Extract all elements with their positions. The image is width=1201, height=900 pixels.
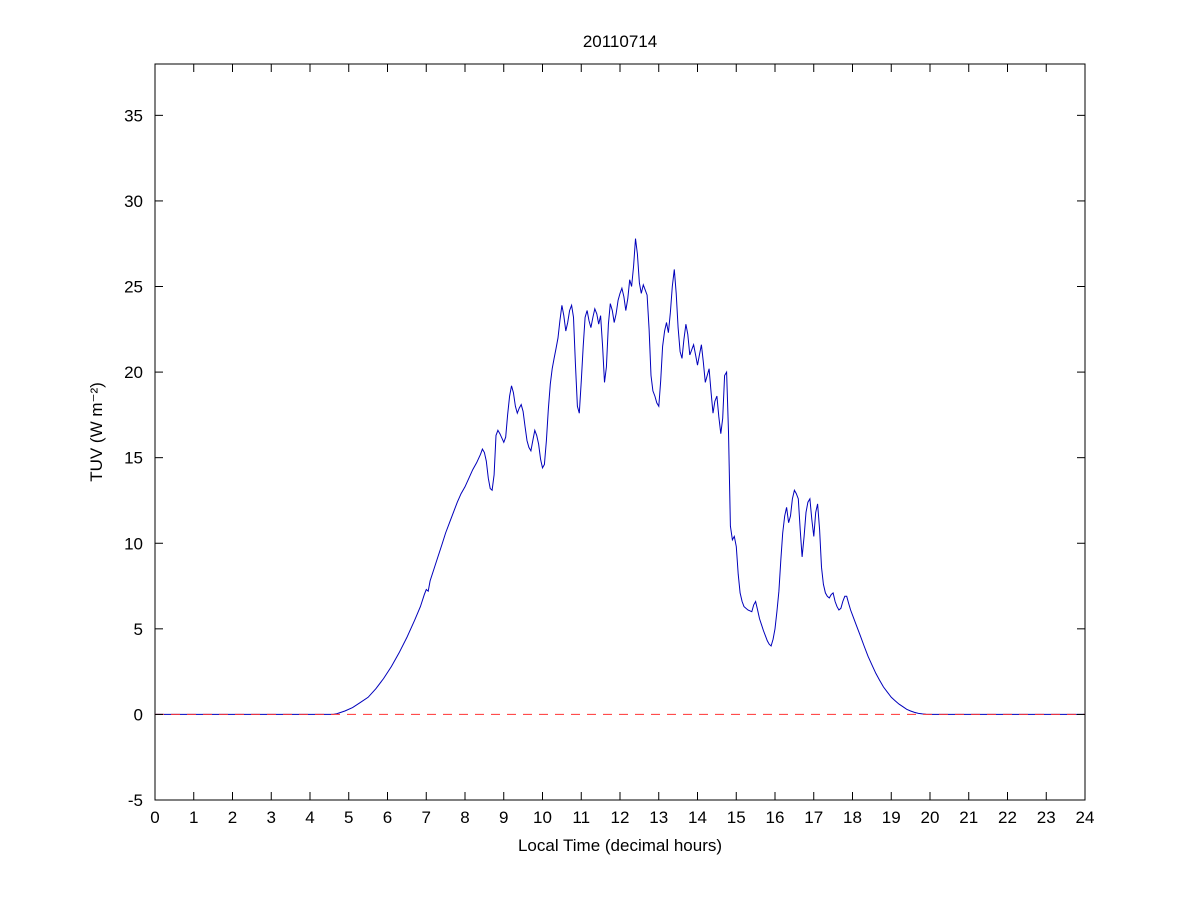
x-tick-label: 19 <box>882 808 901 827</box>
y-tick-label: 25 <box>124 278 143 297</box>
y-tick-label: -5 <box>128 791 143 810</box>
x-tick-label: 12 <box>611 808 630 827</box>
x-tick-label: 23 <box>1037 808 1056 827</box>
y-axis-label: TUV (W m⁻²) <box>87 382 106 482</box>
x-tick-label: 17 <box>804 808 823 827</box>
x-axis-label: Local Time (decimal hours) <box>517 836 723 855</box>
y-tick-label: 30 <box>124 192 143 211</box>
x-tick-label: 18 <box>843 808 862 827</box>
x-tick-label: 14 <box>688 808 707 827</box>
y-tick-label: 5 <box>134 620 143 639</box>
y-tick-label: 35 <box>124 106 143 125</box>
chart-title: 20110714 <box>582 32 658 51</box>
series-line <box>155 238 1085 715</box>
x-tick-label: 20 <box>921 808 940 827</box>
x-tick-label: 5 <box>344 808 353 827</box>
x-tick-label: 21 <box>959 808 978 827</box>
x-tick-label: 0 <box>150 808 159 827</box>
x-tick-label: 1 <box>189 808 198 827</box>
x-tick-label: 3 <box>267 808 276 827</box>
plot-box <box>154 63 1086 801</box>
x-tick-label: 24 <box>1076 808 1095 827</box>
x-tick-label: 6 <box>383 808 392 827</box>
y-tick-label: 15 <box>124 449 143 468</box>
x-tick-label: 16 <box>766 808 785 827</box>
y-tick-label: 20 <box>124 363 143 382</box>
x-tick-label: 22 <box>998 808 1017 827</box>
x-tick-label: 4 <box>305 808 314 827</box>
x-tick-label: 11 <box>572 808 590 827</box>
y-tick-label: 10 <box>124 534 143 553</box>
x-tick-label: 9 <box>499 808 508 827</box>
x-tick-label: 15 <box>727 808 746 827</box>
x-tick-label: 2 <box>228 808 237 827</box>
x-tick-label: 7 <box>422 808 431 827</box>
x-tick-label: 8 <box>460 808 469 827</box>
y-tick-label: 0 <box>134 705 143 724</box>
x-tick-label: 13 <box>649 808 668 827</box>
x-tick-label: 10 <box>533 808 552 827</box>
